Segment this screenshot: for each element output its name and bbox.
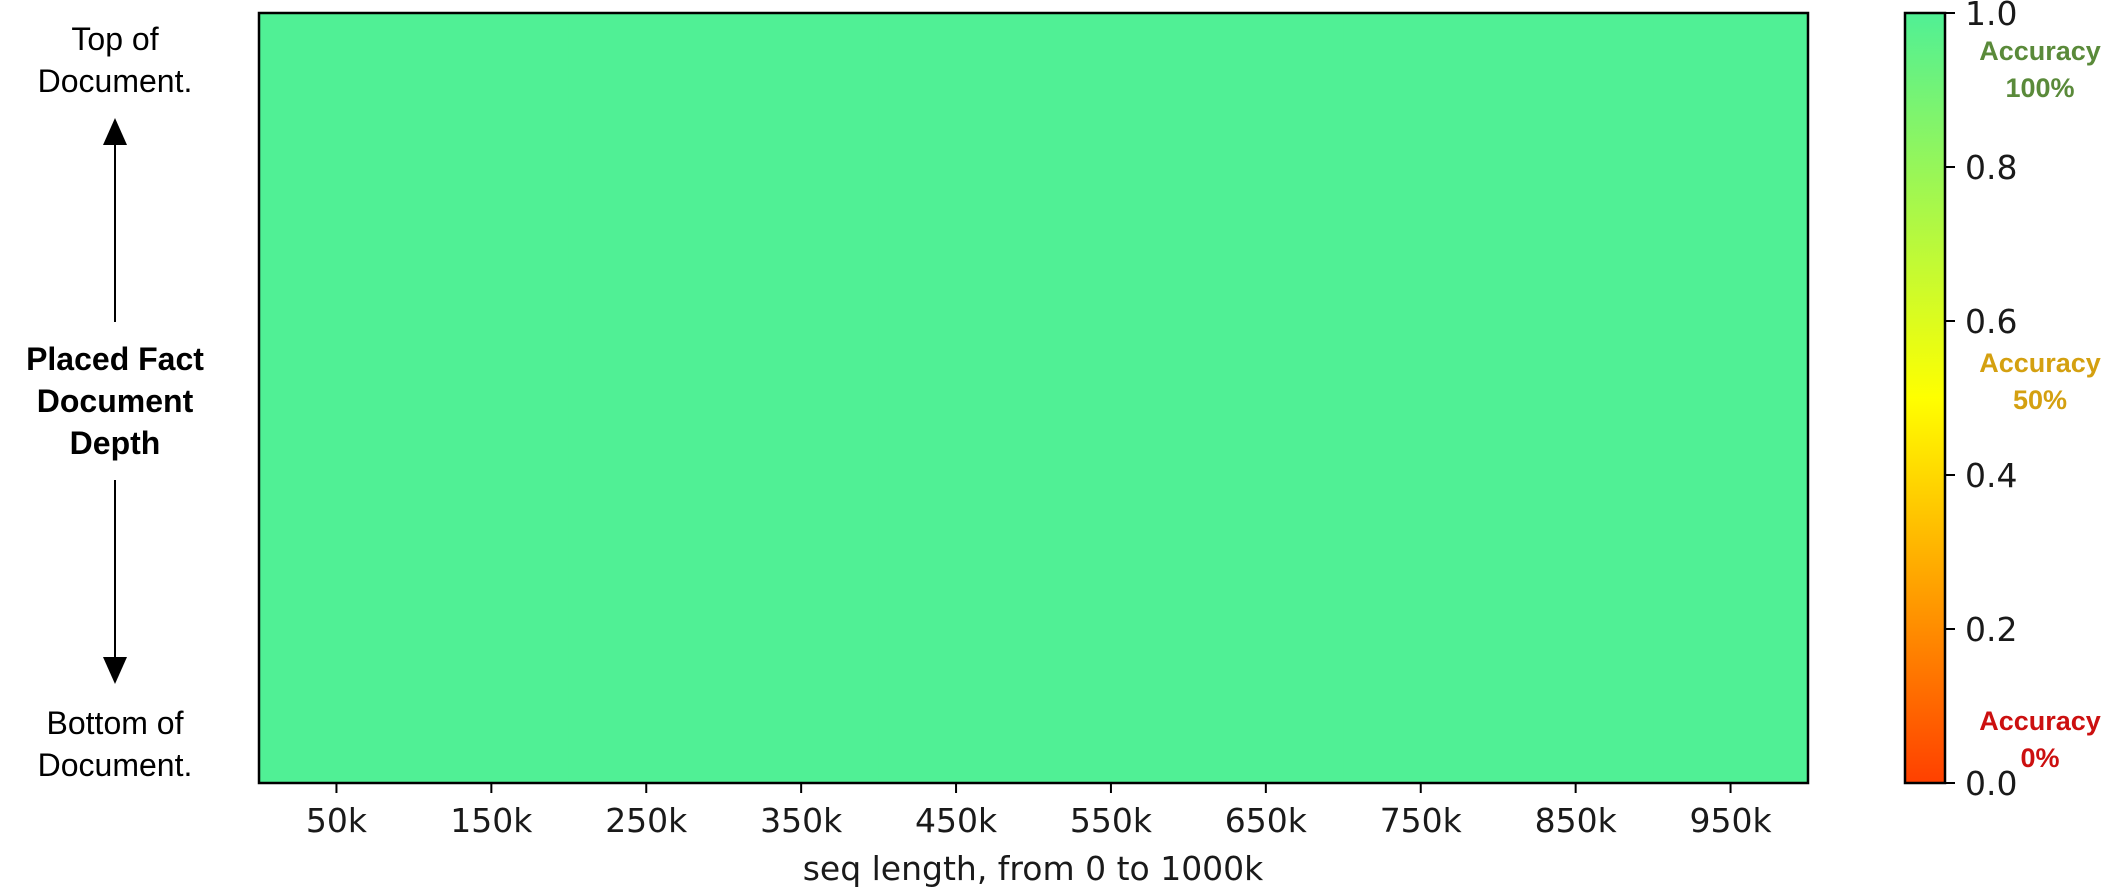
heatmap-cell	[259, 13, 415, 784]
colorbar-tick-label: 0.4	[1965, 456, 2017, 495]
top-label-line1: Top of	[71, 21, 158, 57]
plot-frame	[257, 11, 1810, 785]
colorbar: 0.0 0.2 0.4 0.6 0.8 1.0 Accuracy 100% Accuracy 5…	[1903, 0, 2101, 803]
colorbar-annotation-line1: Accuracy	[1979, 36, 2101, 66]
colorbar-annotations: Accuracy 100% Accuracy 50% Accuracy 0%	[1979, 36, 2101, 773]
heatmap-cell	[1033, 13, 1189, 784]
heatmap-cell	[568, 13, 725, 784]
heatmap-cell	[1653, 13, 1809, 784]
heatmap-cell	[723, 13, 880, 784]
x-axis-title: seq length, from 0 to 1000k	[803, 849, 1264, 888]
up-arrow-icon	[103, 118, 127, 145]
colorbar-gradient	[1905, 13, 1945, 783]
x-tick-label: 350k	[760, 801, 843, 840]
heatmap-cell	[878, 13, 1035, 784]
x-tick-label: 150k	[450, 801, 533, 840]
x-tick-label: 650k	[1225, 801, 1308, 840]
depth-label-line2: Document	[37, 383, 194, 419]
colorbar-tick-label: 1.0	[1965, 0, 2017, 33]
x-tick-label: 950k	[1689, 801, 1772, 840]
colorbar-tick-label: 0.8	[1965, 148, 2017, 187]
colorbar-tick-label: 0.6	[1965, 302, 2017, 341]
colorbar-annotation-line2: 0%	[2020, 743, 2059, 773]
colorbar-annotation-line2: 100%	[2005, 73, 2074, 103]
heatmap-cell	[413, 13, 570, 784]
colorbar-annotation-line2: 50%	[2013, 385, 2067, 415]
colorbar-annotation-line1: Accuracy	[1979, 706, 2101, 736]
x-tick-label: 50k	[306, 801, 368, 840]
colorbar-frame	[1903, 11, 1947, 785]
x-tick-label: 750k	[1380, 801, 1463, 840]
depth-label-line3: Depth	[70, 425, 161, 461]
x-tick-label: 450k	[915, 801, 998, 840]
x-tick-label: 850k	[1535, 801, 1618, 840]
heatmap-cells	[259, 13, 1809, 784]
bottom-label-line2: Document.	[38, 747, 193, 783]
depth-annotation: Top of Document. Placed Fact Document De…	[26, 21, 204, 783]
top-label-line2: Document.	[38, 63, 193, 99]
heatmap-cell	[1188, 13, 1344, 784]
depth-label-line1: Placed Fact	[26, 341, 204, 377]
heatmap-cell	[1343, 13, 1499, 784]
colorbar-tick-label: 0.0	[1965, 764, 2017, 803]
x-axis: 50k 150k 250k 350k 450k 550k 650k 750k 850k 950k	[306, 783, 1772, 840]
x-tick-label: 250k	[605, 801, 688, 840]
heatmap-cell	[1498, 13, 1654, 784]
down-arrow-icon	[103, 657, 127, 684]
x-tick-label: 550k	[1070, 801, 1153, 840]
colorbar-ticks: 0.0 0.2 0.4 0.6 0.8 1.0	[1945, 0, 2017, 803]
colorbar-annotation-line1: Accuracy	[1979, 348, 2101, 378]
colorbar-tick-label: 0.2	[1965, 610, 2017, 649]
bottom-label-line1: Bottom of	[47, 705, 184, 741]
